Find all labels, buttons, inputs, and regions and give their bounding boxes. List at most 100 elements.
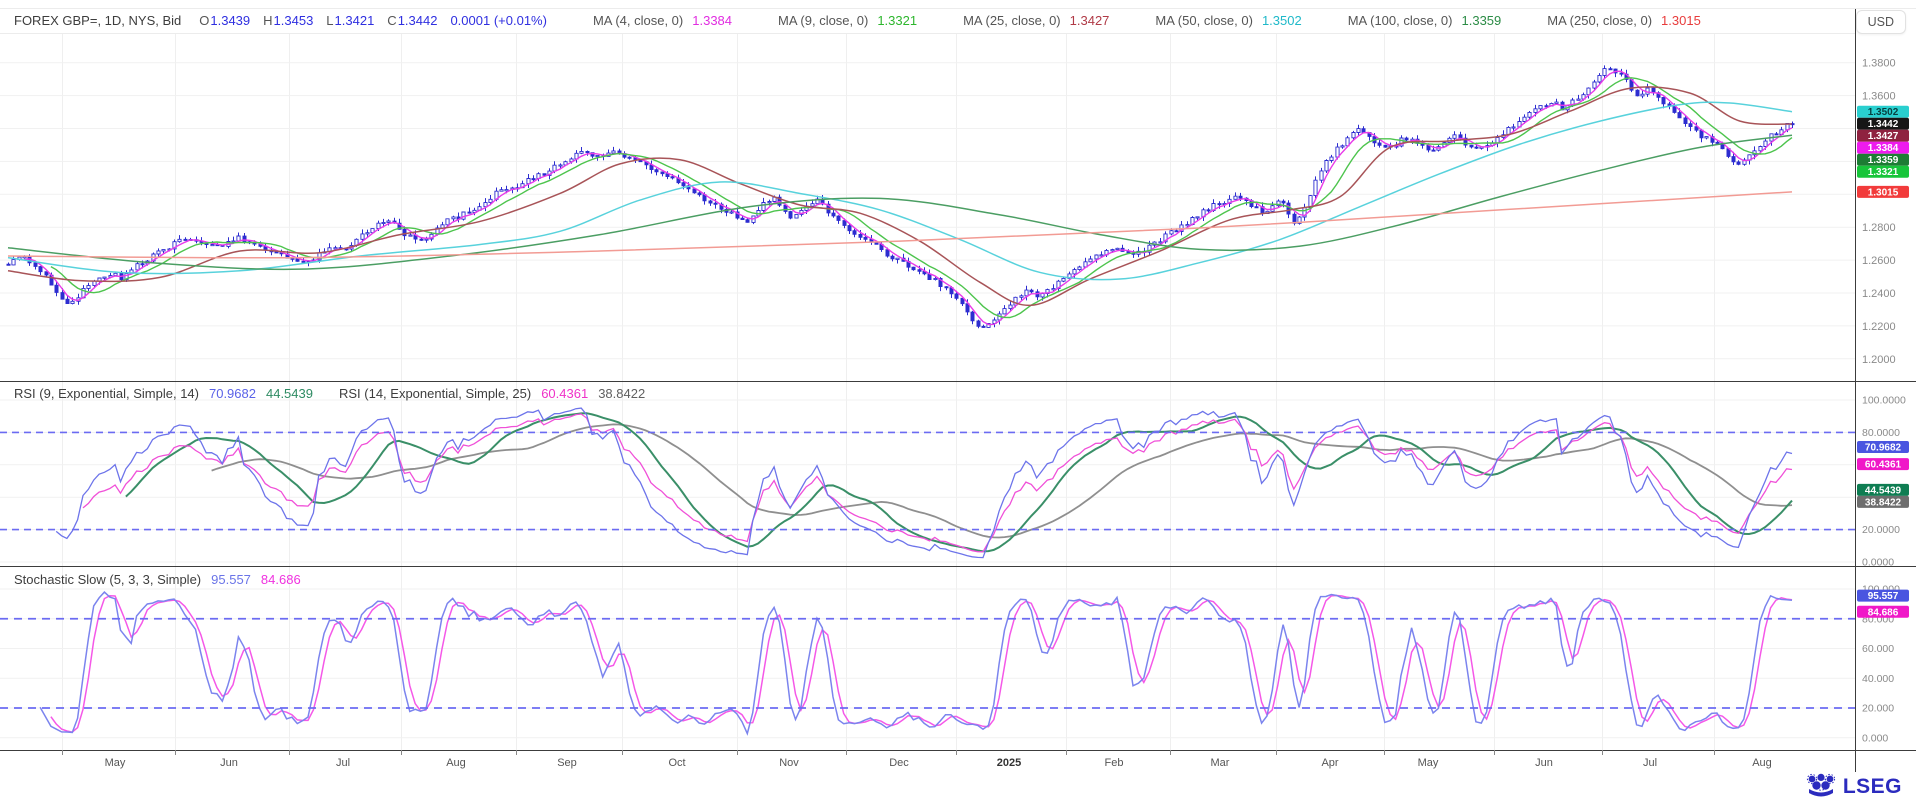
price-badge xyxy=(1857,153,1909,166)
price-axis-label: 1.2200 xyxy=(1862,321,1896,333)
down-candles xyxy=(6,68,1795,328)
badge-text: 1.3442 xyxy=(1868,119,1899,130)
price-axis-label: 1.3800 xyxy=(1862,58,1896,70)
badge-text: 60.4361 xyxy=(1865,460,1902,471)
price-badge xyxy=(1857,589,1909,602)
rsi-axis-label: 80.0000 xyxy=(1862,427,1900,439)
ma-legend-label: MA (50, close, 0) xyxy=(1155,13,1253,28)
ma-line-ma250 xyxy=(7,191,1793,259)
ohlc-label-L: L xyxy=(326,13,334,28)
badge-text: 1.3427 xyxy=(1868,131,1899,142)
price-axis-label: 1.2400 xyxy=(1862,288,1896,300)
ma-line-ma100 xyxy=(7,134,1793,271)
ma-legend-value: 1.3321 xyxy=(877,13,918,28)
stoch-axis-label: 0.000 xyxy=(1862,732,1888,744)
ma-legend-value: 1.3015 xyxy=(1661,13,1701,28)
header-bottom-border xyxy=(0,33,1855,34)
rsi-series-3 xyxy=(55,407,1793,559)
rsi-axis-label: 100.0000 xyxy=(1862,395,1906,407)
month-label: 2025 xyxy=(997,757,1021,769)
rsi-axis-label: 0.0000 xyxy=(1862,557,1894,569)
stoch-axis-label: 60.000 xyxy=(1862,643,1894,655)
ma-legend-value: 1.3359 xyxy=(1461,13,1502,28)
month-label: Jul xyxy=(1643,757,1657,769)
ma-legend-value: 1.3427 xyxy=(1069,13,1110,28)
stoch-axis-label: 20.000 xyxy=(1862,703,1894,715)
price-badge xyxy=(1857,458,1909,471)
main-legend[interactable]: FOREX GBP=, 1D, NYS, Bid O1.3439 H1.3453 L1… xyxy=(14,13,1701,28)
month-label: Jun xyxy=(1535,757,1553,769)
ma-legend-label: MA (4, close, 0) xyxy=(592,13,684,28)
month-label: Dec xyxy=(889,757,909,769)
badge-text: 70.9682 xyxy=(1865,443,1902,454)
ma-legend-label: MA (100, close, 0) xyxy=(1347,13,1453,28)
stoch-pane[interactable] xyxy=(39,591,1793,736)
stoch-axis-label: 40.000 xyxy=(1862,673,1894,685)
price-axis-label: 1.3600 xyxy=(1862,91,1896,103)
price-badge xyxy=(1857,141,1909,154)
price-badge xyxy=(1857,185,1909,198)
currency-selector-button[interactable]: USD xyxy=(1855,10,1906,34)
month-label: Jun xyxy=(220,757,238,769)
month-label: Apr xyxy=(1321,757,1338,769)
price-badge xyxy=(1857,495,1909,508)
badge-text: 1.3321 xyxy=(1868,167,1899,178)
month-label: Aug xyxy=(446,757,466,769)
ohlc-value-L: 1.3421 xyxy=(334,13,375,28)
up-candles xyxy=(11,68,1790,328)
header-top-border xyxy=(0,8,1916,9)
month-label: Feb xyxy=(1105,757,1124,769)
ohlc-value-C: 1.3442 xyxy=(397,13,438,28)
rsi1-value: 70.9682 xyxy=(208,386,256,401)
stoch-title: Stochastic Slow (5, 3, 3, Simple) xyxy=(14,572,202,587)
month-label: May xyxy=(1418,757,1439,769)
candle-wicks xyxy=(8,65,1793,329)
ma-legend-value: 1.3502 xyxy=(1261,13,1302,28)
price-axis-label: 1.2800 xyxy=(1862,222,1896,234)
rsi-series-1 xyxy=(125,412,1793,553)
ma-legend-value: 1.3384 xyxy=(692,13,733,28)
ma-legend-label: MA (25, close, 0) xyxy=(963,13,1061,28)
ma-line-ma50 xyxy=(7,101,1793,281)
badge-text: 44.5439 xyxy=(1865,485,1902,496)
stoch-d-line xyxy=(50,594,1793,733)
change-value: 0.0001 (+0.01%) xyxy=(450,13,547,28)
price-badge xyxy=(1857,105,1909,118)
ma-line-ma25 xyxy=(7,86,1793,307)
month-label: Sep xyxy=(557,757,577,769)
month-label: May xyxy=(105,757,126,769)
badge-text: 95.557 xyxy=(1868,591,1899,602)
rsi-axis-label: 20.0000 xyxy=(1862,524,1900,536)
ohlc-value-O: 1.3439 xyxy=(210,13,251,28)
rsi1-title: RSI (9, Exponential, Simple, 14) xyxy=(14,386,199,401)
rsi-series-2 xyxy=(82,413,1793,553)
price-badge xyxy=(1857,129,1909,142)
price-badge xyxy=(1857,483,1909,496)
ohlc-label-O: O xyxy=(199,13,210,28)
ohlc-label-H: H xyxy=(263,13,273,28)
rsi-legend[interactable]: RSI (9, Exponential, Simple, 14) 70.9682 4… xyxy=(14,386,645,401)
ma-legend-label: MA (9, close, 0) xyxy=(778,13,869,28)
price-badge xyxy=(1857,441,1909,454)
badge-text: 38.8422 xyxy=(1865,497,1902,508)
month-label: Nov xyxy=(779,757,799,769)
badge-text: 84.686 xyxy=(1868,607,1899,618)
rsi1-ma-value: 44.5439 xyxy=(265,386,313,401)
price-badge xyxy=(1857,117,1909,130)
month-label: Aug xyxy=(1752,757,1772,769)
badge-text: 1.3384 xyxy=(1868,143,1899,154)
badge-text: 1.3502 xyxy=(1868,107,1899,118)
rsi-pane[interactable] xyxy=(55,407,1793,559)
stoch-d-value: 84.686 xyxy=(260,572,301,587)
price-pane[interactable] xyxy=(6,65,1795,329)
rsi-series-0 xyxy=(211,423,1793,539)
lseg-crest-icon xyxy=(1806,773,1835,797)
month-label: Oct xyxy=(668,757,685,769)
ma-line-ma9 xyxy=(50,77,1793,319)
ma-legend-label: MA (250, close, 0) xyxy=(1547,13,1653,28)
rsi2-value: 60.4361 xyxy=(541,386,589,401)
stoch-legend[interactable]: Stochastic Slow (5, 3, 3, Simple) 95.557 8… xyxy=(14,572,301,587)
lseg-wordmark: LSEG xyxy=(1842,774,1902,798)
